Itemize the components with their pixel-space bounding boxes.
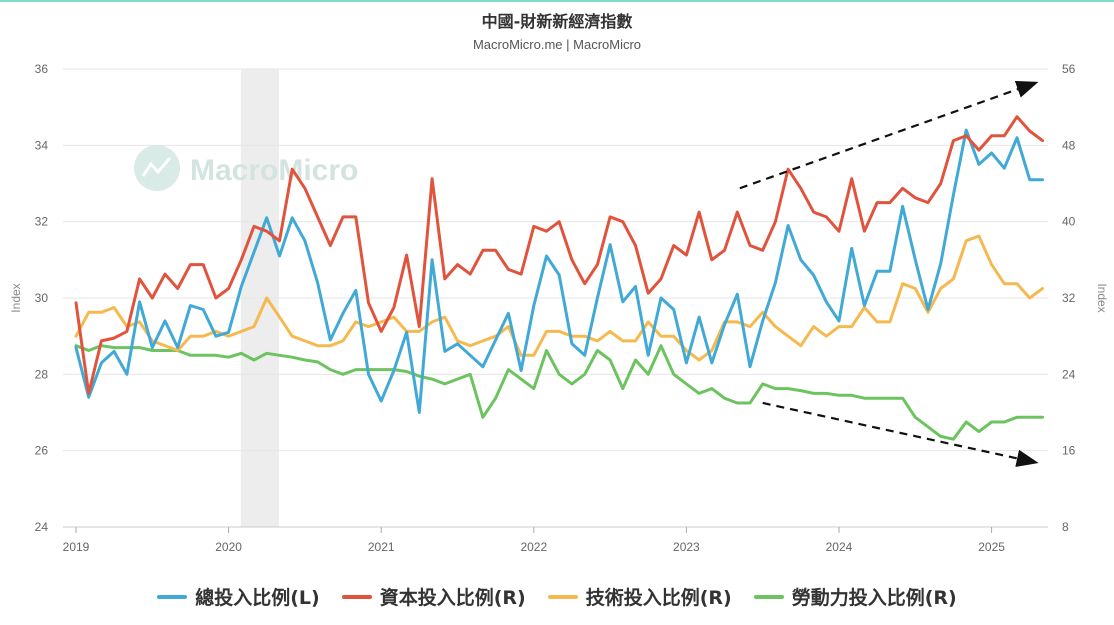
x-tick-label: 2019 xyxy=(63,540,90,554)
chart-subtitle: MacroMicro.me | MacroMicro xyxy=(472,37,642,52)
legend-item-labor[interactable]: 勞動力投入比例(R) xyxy=(753,583,957,610)
legend-swatch-tech xyxy=(547,594,578,599)
y-right-tick-label: 32 xyxy=(1062,291,1076,305)
y-left-tick-label: 34 xyxy=(35,138,49,152)
series-line-capital xyxy=(74,115,1044,395)
top-accent-line xyxy=(0,0,1114,2)
y-left-tick-label: 30 xyxy=(35,291,49,305)
legend-label: 資本投入比例(R) xyxy=(379,587,526,609)
legend-label: 技術投入比例(R) xyxy=(585,587,732,609)
x-tick-label: 2025 xyxy=(978,540,1005,554)
y-left-tick-label: 24 xyxy=(35,520,49,534)
series-line-labor xyxy=(74,344,1044,441)
x-tick-label: 2020 xyxy=(215,540,242,554)
x-tick-label: 2021 xyxy=(368,540,395,554)
y-left-tick-label: 36 xyxy=(35,62,49,76)
x-tick-label: 2023 xyxy=(673,540,700,554)
legend-swatch-total xyxy=(157,594,188,599)
trend-arrow-up xyxy=(739,80,1039,190)
y-left-tick-label: 28 xyxy=(35,367,49,381)
y-left-tick-label: 32 xyxy=(35,215,49,229)
y-right-tick-label: 8 xyxy=(1062,520,1069,534)
y-right-tick-label: 40 xyxy=(1062,215,1076,229)
legend-label: 總投入比例(L) xyxy=(195,587,320,609)
y-right-tick-label: 56 xyxy=(1062,62,1076,76)
y-left-axis-title: Index xyxy=(9,283,23,312)
legend-swatch-capital xyxy=(341,594,372,599)
chart-legend: 總投入比例(L) 資本投入比例(R) 技術投入比例(R) 勞動力投入比例(R) xyxy=(0,583,1114,610)
legend-item-tech[interactable]: 技術投入比例(R) xyxy=(547,583,732,610)
y-left-tick-label: 26 xyxy=(35,444,49,458)
x-tick-label: 2024 xyxy=(826,540,853,554)
y-right-tick-label: 16 xyxy=(1062,444,1076,458)
legend-item-total[interactable]: 總投入比例(L) xyxy=(157,583,320,610)
watermark: MacroMicro xyxy=(134,145,358,191)
series-line-total xyxy=(74,128,1044,414)
y-right-tick-label: 24 xyxy=(1062,367,1076,381)
chart-title: 中國-財新新經濟指數 xyxy=(481,12,633,31)
y-right-axis-title: Index xyxy=(1095,283,1109,312)
legend-label: 勞動力投入比例(R) xyxy=(791,587,957,609)
legend-swatch-labor xyxy=(753,594,784,599)
x-tick-label: 2022 xyxy=(520,540,547,554)
series-line-tech xyxy=(74,234,1044,362)
trend-arrow-down xyxy=(762,401,1039,467)
legend-item-capital[interactable]: 資本投入比例(R) xyxy=(341,583,526,610)
watermark-text: MacroMicro xyxy=(190,154,358,187)
y-right-tick-label: 48 xyxy=(1062,138,1076,152)
